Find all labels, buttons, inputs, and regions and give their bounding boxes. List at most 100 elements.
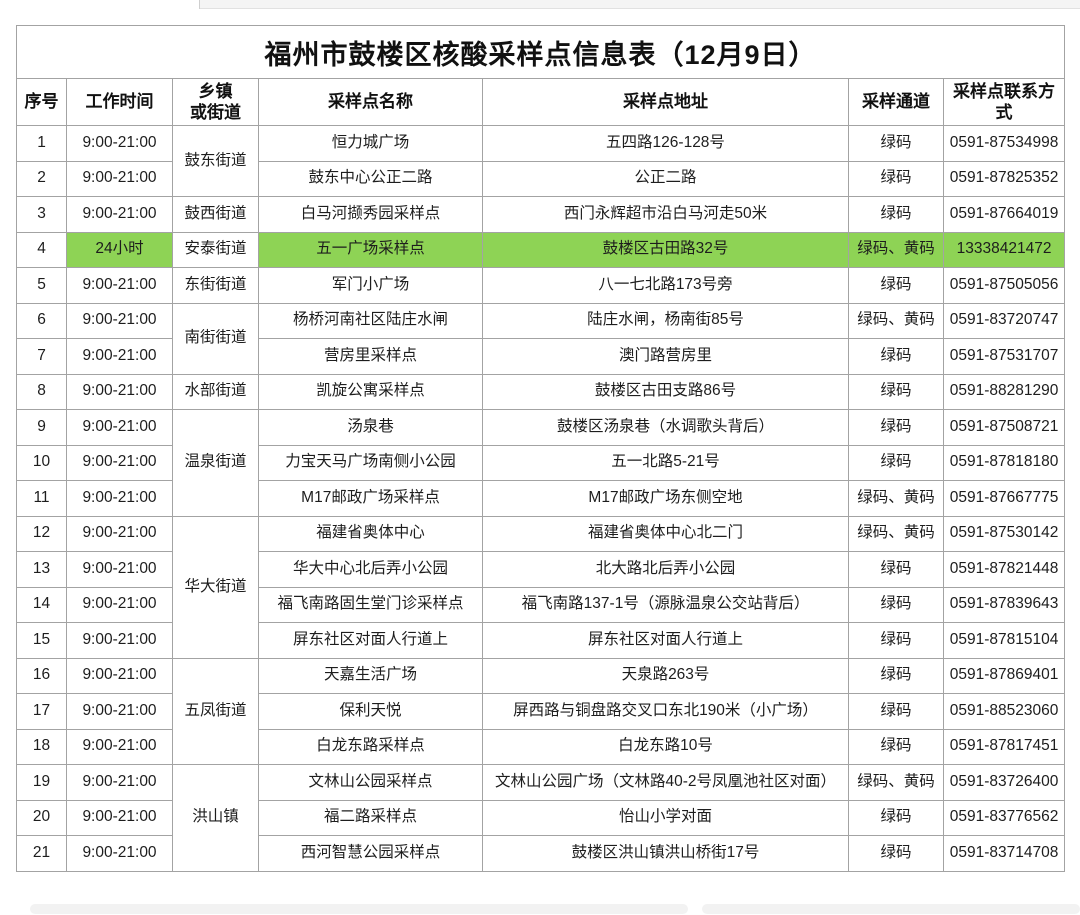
cell-channel: 绿码 — [848, 622, 944, 659]
cell-street: 水部街道 — [172, 373, 259, 410]
cell-street: 华大街道 — [172, 515, 259, 659]
cell-time: 9:00-21:00 — [66, 409, 173, 446]
table-row: 16 9:00-21:00 五凤街道 天嘉生活广场 天泉路263号 绿码 0591-8786… — [16, 657, 1066, 765]
cell-contact: 0591-87821448 — [942, 551, 1066, 588]
cell-no: 3 — [16, 196, 67, 233]
cell-time: 9:00-21:00 — [66, 586, 173, 623]
table-row: 13 9:00-21:00 华大中心北后弄小公园 北大路北后弄小公园 绿码 0591-87… — [16, 551, 1066, 588]
cell-no: 11 — [16, 480, 67, 517]
cell-name: 白龙东路采样点 — [258, 728, 483, 765]
cell-contact: 0591-83720747 — [942, 302, 1066, 339]
cell-time: 9:00-21:00 — [66, 125, 173, 162]
cell-time: 24小时 — [66, 231, 173, 268]
cell-address: 鼓楼区洪山镇洪山桥街17号 — [482, 835, 849, 872]
cell-address: 文林山公园广场（文林路40-2号凤凰池社区对面） — [482, 764, 849, 801]
cell-channel: 绿码 — [848, 444, 944, 481]
cell-street: 安泰街道 — [172, 231, 259, 268]
cell-no: 20 — [16, 799, 67, 836]
cell-address: 公正二路 — [482, 160, 849, 197]
cell-time: 9:00-21:00 — [66, 196, 173, 233]
document-container: 福州市鼓楼区核酸采样点信息表（12月9日） 序号 工作时间 乡镇 或街道 采样点名称采… — [15, 25, 1066, 872]
cell-no: 5 — [16, 267, 67, 304]
cell-time: 9:00-21:00 — [66, 799, 173, 836]
cell-contact: 0591-87839643 — [942, 586, 1066, 623]
cell-address: 怡山小学对面 — [482, 799, 849, 836]
cell-contact: 0591-87531707 — [942, 338, 1066, 375]
cell-address: 鼓楼区古田路32号 — [482, 231, 849, 268]
cell-no: 12 — [16, 515, 67, 552]
cell-address: 福飞南路137-1号（源脉温泉公交站背后） — [482, 586, 849, 623]
column-header-street: 乡镇 或街道 — [172, 78, 259, 126]
cell-channel: 绿码 — [848, 267, 944, 304]
cell-name: 保利天悦 — [258, 693, 483, 730]
cell-channel: 绿码 — [848, 409, 944, 446]
column-header-channel: 采样通道 — [848, 78, 944, 126]
cell-contact: 0591-87815104 — [942, 622, 1066, 659]
cell-channel: 绿码 — [848, 160, 944, 197]
table-row: 11 9:00-21:00 M17邮政广场采样点 M17邮政广场东侧空地 绿码、黄码 05… — [16, 480, 1066, 517]
cell-address: 天泉路263号 — [482, 657, 849, 694]
table-row: 20 9:00-21:00 福二路采样点 怡山小学对面 绿码 0591-83776562 — [16, 799, 1066, 836]
cell-channel: 绿码、黄码 — [848, 515, 944, 552]
cell-name: 汤泉巷 — [258, 409, 483, 446]
table-row: 18 9:00-21:00 白龙东路采样点 白龙东路10号 绿码 0591-8781745… — [16, 728, 1066, 765]
cell-channel: 绿码 — [848, 657, 944, 694]
table-row: 9 9:00-21:00 温泉街道 汤泉巷 鼓楼区汤泉巷（水调歌头背后） 绿码 0591-8… — [16, 409, 1066, 517]
cell-channel: 绿码 — [848, 835, 944, 872]
cell-time: 9:00-21:00 — [66, 657, 173, 694]
cell-time: 9:00-21:00 — [66, 835, 173, 872]
table-row: 21 9:00-21:00 西河智慧公园采样点 鼓楼区洪山镇洪山桥街17号 绿码 0591… — [16, 835, 1066, 872]
cell-name: 力宝天马广场南侧小公园 — [258, 444, 483, 481]
cell-address: 五一北路5-21号 — [482, 444, 849, 481]
cell-channel: 绿码 — [848, 125, 944, 162]
table-row: 4 24小时 安泰街道 五一广场采样点 鼓楼区古田路32号 绿码、黄码 1333842147… — [16, 231, 1066, 268]
cell-time: 9:00-21:00 — [66, 551, 173, 588]
table-row: 8 9:00-21:00 水部街道 凯旋公寓采样点 鼓楼区古田支路86号 绿码 0591-8… — [16, 373, 1066, 410]
top-bar-remnant — [0, 0, 1080, 9]
cell-no: 19 — [16, 764, 67, 801]
cell-contact: 0591-83726400 — [942, 764, 1066, 801]
cell-time: 9:00-21:00 — [66, 444, 173, 481]
top-bar-left-segment — [0, 0, 200, 9]
cell-address: 鼓楼区古田支路86号 — [482, 373, 849, 410]
table-row: 14 9:00-21:00 福飞南路固生堂门诊采样点 福飞南路137-1号（源脉温泉公… — [16, 586, 1066, 623]
cell-channel: 绿码 — [848, 196, 944, 233]
title-row: 福州市鼓楼区核酸采样点信息表（12月9日） — [15, 25, 1066, 79]
cell-street: 南街街道 — [172, 302, 259, 375]
cell-no: 10 — [16, 444, 67, 481]
cell-contact: 0591-88281290 — [942, 373, 1066, 410]
sampling-table: 福州市鼓楼区核酸采样点信息表（12月9日） 序号 工作时间 乡镇 或街道 采样点名称采… — [15, 25, 1066, 872]
cell-channel: 绿码 — [848, 551, 944, 588]
cell-contact: 0591-87825352 — [942, 160, 1066, 197]
cell-name: 福建省奥体中心 — [258, 515, 483, 552]
cell-street: 五凤街道 — [172, 657, 259, 765]
cell-address: M17邮政广场东侧空地 — [482, 480, 849, 517]
table-row: 10 9:00-21:00 力宝天马广场南侧小公园 五一北路5-21号 绿码 0591-8… — [16, 444, 1066, 481]
cell-street: 鼓东街道 — [172, 125, 259, 197]
cell-address: 澳门路营房里 — [482, 338, 849, 375]
cell-address: 福建省奥体中心北二门 — [482, 515, 849, 552]
column-header-time: 工作时间 — [66, 78, 173, 126]
cell-time: 9:00-21:00 — [66, 728, 173, 765]
cell-name: 华大中心北后弄小公园 — [258, 551, 483, 588]
cell-name: 军门小广场 — [258, 267, 483, 304]
cell-channel: 绿码、黄码 — [848, 302, 944, 339]
cell-name: 西河智慧公园采样点 — [258, 835, 483, 872]
cell-channel: 绿码 — [848, 586, 944, 623]
cell-time: 9:00-21:00 — [66, 373, 173, 410]
cell-channel: 绿码、黄码 — [848, 231, 944, 268]
cell-name: 福二路采样点 — [258, 799, 483, 836]
cell-time: 9:00-21:00 — [66, 480, 173, 517]
cell-contact: 0591-87664019 — [942, 196, 1066, 233]
table-row: 17 9:00-21:00 保利天悦 屏西路与铜盘路交叉口东北190米（小广场） 绿码 0… — [16, 693, 1066, 730]
table-row: 6 9:00-21:00 南街街道 杨桥河南社区陆庄水闸 陆庄水闸，杨南街85号 绿码、黄… — [16, 302, 1066, 375]
cell-address: 鼓楼区汤泉巷（水调歌头背后） — [482, 409, 849, 446]
cell-channel: 绿码、黄码 — [848, 480, 944, 517]
cell-name: 五一广场采样点 — [258, 231, 483, 268]
cell-street: 鼓西街道 — [172, 196, 259, 233]
cell-time: 9:00-21:00 — [66, 515, 173, 552]
table-header-row: 序号 工作时间 乡镇 或街道 采样点名称 采样点地址 采样通道 采样点联系方式 — [16, 78, 1066, 126]
cell-channel: 绿码 — [848, 799, 944, 836]
page-title: 福州市鼓楼区核酸采样点信息表（12月9日） — [15, 25, 1066, 79]
cell-name: 文林山公园采样点 — [258, 764, 483, 801]
